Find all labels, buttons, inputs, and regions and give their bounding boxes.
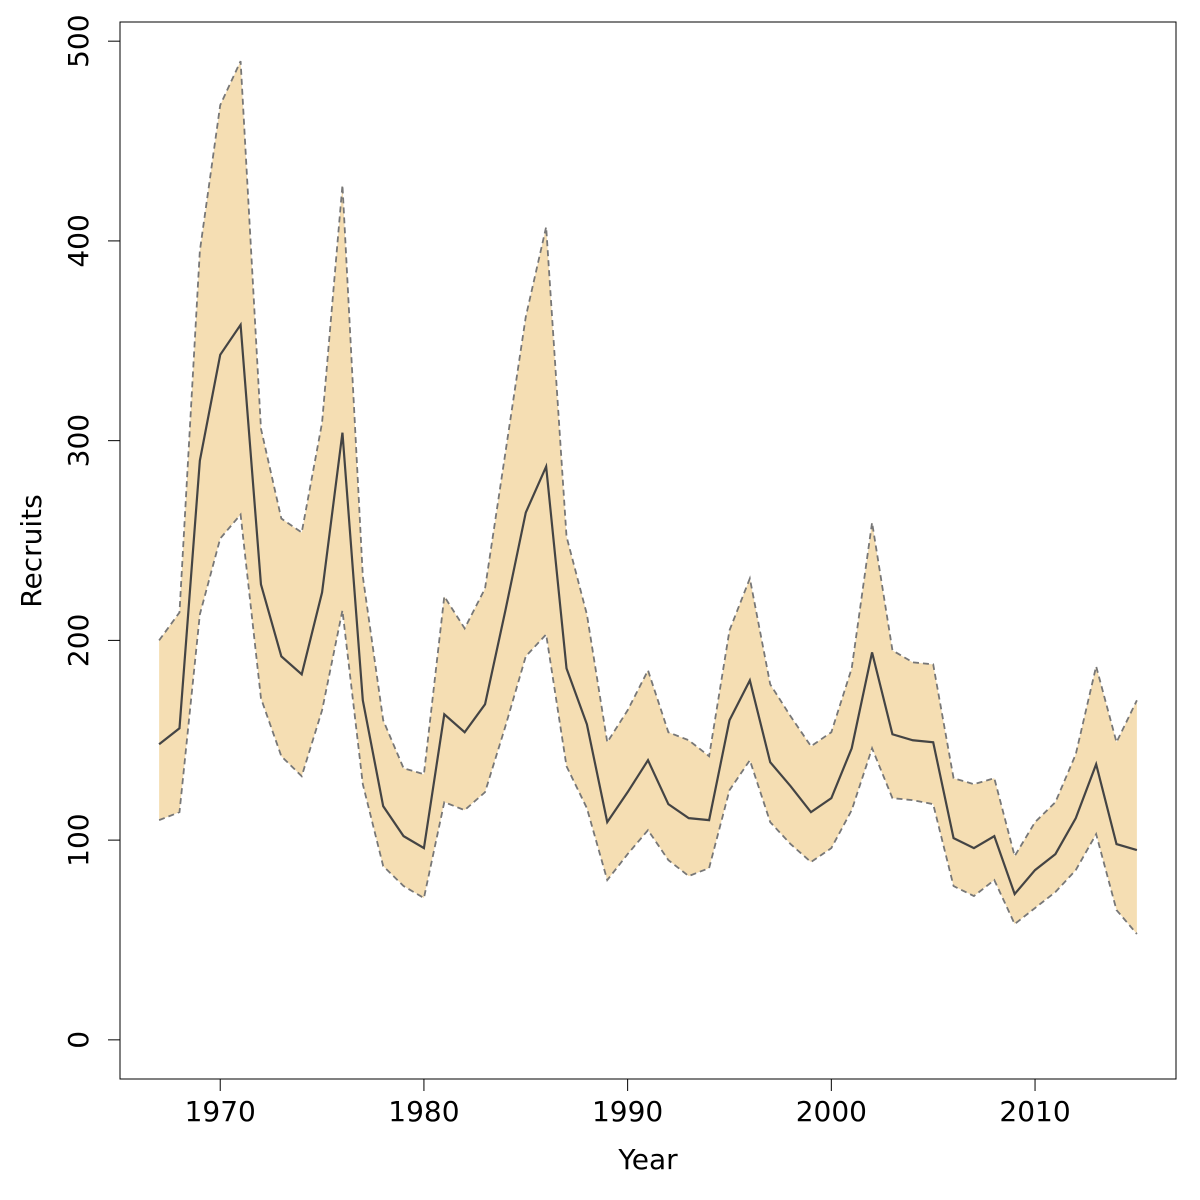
y-tick-label: 500 <box>62 14 95 67</box>
x-tick-label: 1990 <box>592 1095 663 1128</box>
x-tick-label: 2000 <box>796 1095 867 1128</box>
y-tick-label: 300 <box>62 414 95 467</box>
x-tick-label: 1970 <box>185 1095 256 1128</box>
lower-bound <box>158 512 1138 935</box>
y-tick-label: 0 <box>62 1031 95 1049</box>
median-line <box>158 321 1138 897</box>
y-tick-label: 200 <box>62 614 95 667</box>
x-axis-label: Year <box>617 1143 678 1176</box>
x-tick-label: 2010 <box>999 1095 1070 1128</box>
y-tick-label: 100 <box>62 813 95 866</box>
y-tick-label: 400 <box>62 214 95 267</box>
y-axis-label: Recruits <box>15 494 48 607</box>
x-tick-label: 1980 <box>388 1095 459 1128</box>
confidence-band <box>159 61 1137 934</box>
